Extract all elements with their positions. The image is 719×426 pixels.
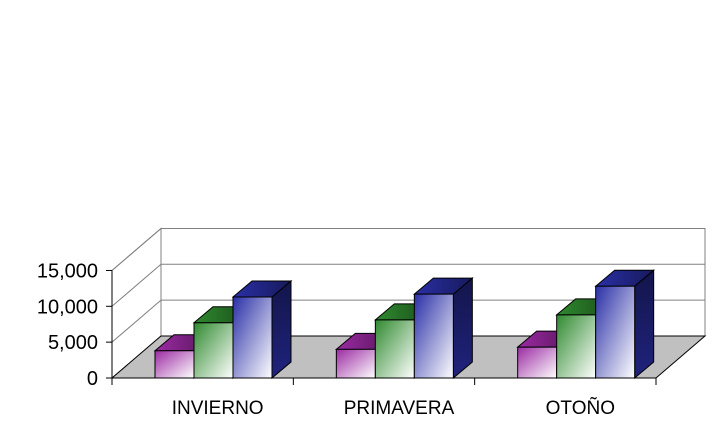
bar-side [634,269,655,380]
axes [106,269,657,385]
gridline [111,299,705,343]
bar [412,277,474,380]
bar-front [413,293,454,379]
x-tick-label: OTOÑO [546,397,615,419]
bar-front [374,319,415,379]
bar-side [271,279,292,380]
x-tick-label: INVIERNO [172,398,264,419]
gridlines [111,227,705,343]
bars [153,269,656,380]
bar-front [335,348,376,379]
bar-front [595,285,636,379]
bar-front [154,350,195,379]
bar [231,279,293,380]
bar-front [193,322,234,379]
y-tick-label: 10,000 [37,296,98,318]
y-tick-label: 0 [87,368,98,390]
bar-front [556,314,597,379]
bar-side [452,277,473,380]
gridline [111,263,705,307]
bar-front [517,346,558,379]
bar-front [232,296,273,379]
y-tick-label: 15,000 [37,260,98,282]
y-tick-label: 5,000 [48,332,98,354]
gridline [111,227,705,271]
axis-labels: 0 5,000 10,000 15,000 INVIERNO PRIMAVERA OTOÑO [37,260,615,419]
x-tick-label: PRIMAVERA [344,398,455,419]
bar [594,269,656,380]
